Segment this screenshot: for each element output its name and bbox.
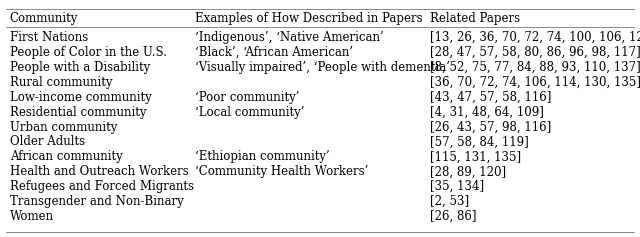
Text: [115, 131, 135]: [115, 131, 135] — [430, 150, 521, 163]
Text: [2, 53]: [2, 53] — [430, 195, 469, 208]
Text: People of Color in the U.S.: People of Color in the U.S. — [10, 46, 166, 59]
Text: Low-income community: Low-income community — [10, 91, 151, 104]
Text: Examples of How Described in Papers: Examples of How Described in Papers — [195, 12, 423, 25]
Text: [57, 58, 84, 119]: [57, 58, 84, 119] — [430, 136, 529, 148]
Text: African community: African community — [10, 150, 122, 163]
Text: ‘Ethiopian community’: ‘Ethiopian community’ — [195, 150, 330, 163]
Text: Refugees and Forced Migrants: Refugees and Forced Migrants — [10, 180, 193, 193]
Text: [43, 47, 57, 58, 116]: [43, 47, 57, 58, 116] — [430, 91, 552, 104]
Text: ‘Indigenous’, ‘Native American’: ‘Indigenous’, ‘Native American’ — [195, 31, 384, 44]
Text: Related Papers: Related Papers — [430, 12, 520, 25]
Text: [26, 43, 57, 98, 116]: [26, 43, 57, 98, 116] — [430, 121, 551, 133]
Text: First Nations: First Nations — [10, 31, 88, 44]
Text: Urban community: Urban community — [10, 121, 117, 133]
Text: ‘Community Health Workers’: ‘Community Health Workers’ — [195, 165, 369, 178]
Text: Older Adults: Older Adults — [10, 136, 84, 148]
Text: ‘Visually impaired’, ‘People with dementia’: ‘Visually impaired’, ‘People with dement… — [195, 61, 450, 74]
Text: Women: Women — [10, 210, 54, 223]
Text: Rural community: Rural community — [10, 76, 112, 89]
Text: [28, 89, 120]: [28, 89, 120] — [430, 165, 506, 178]
Text: ‘Black’, ‘African American’: ‘Black’, ‘African American’ — [195, 46, 353, 59]
Text: [36, 70, 72, 74, 106, 114, 130, 135]: [36, 70, 72, 74, 106, 114, 130, 135] — [430, 76, 640, 89]
Text: Transgender and Non-Binary: Transgender and Non-Binary — [10, 195, 183, 208]
Text: Residential community: Residential community — [10, 106, 146, 118]
Text: [13, 26, 36, 70, 72, 74, 100, 106, 126, 130]: [13, 26, 36, 70, 72, 74, 100, 106, 126, … — [430, 31, 640, 44]
Text: [35, 134]: [35, 134] — [430, 180, 484, 193]
Text: [28, 47, 57, 58, 80, 86, 96, 98, 117]: [28, 47, 57, 58, 80, 86, 96, 98, 117] — [430, 46, 640, 59]
Text: Health and Outreach Workers: Health and Outreach Workers — [10, 165, 188, 178]
Text: [4, 31, 48, 64, 109]: [4, 31, 48, 64, 109] — [430, 106, 544, 118]
Text: ‘Poor community’: ‘Poor community’ — [195, 91, 300, 104]
Text: People with a Disability: People with a Disability — [10, 61, 150, 74]
Text: [8, 52, 75, 77, 84, 88, 93, 110, 137]: [8, 52, 75, 77, 84, 88, 93, 110, 137] — [430, 61, 640, 74]
Text: Community: Community — [10, 12, 78, 25]
Text: [26, 86]: [26, 86] — [430, 210, 477, 223]
Text: ‘Local community’: ‘Local community’ — [195, 106, 305, 118]
